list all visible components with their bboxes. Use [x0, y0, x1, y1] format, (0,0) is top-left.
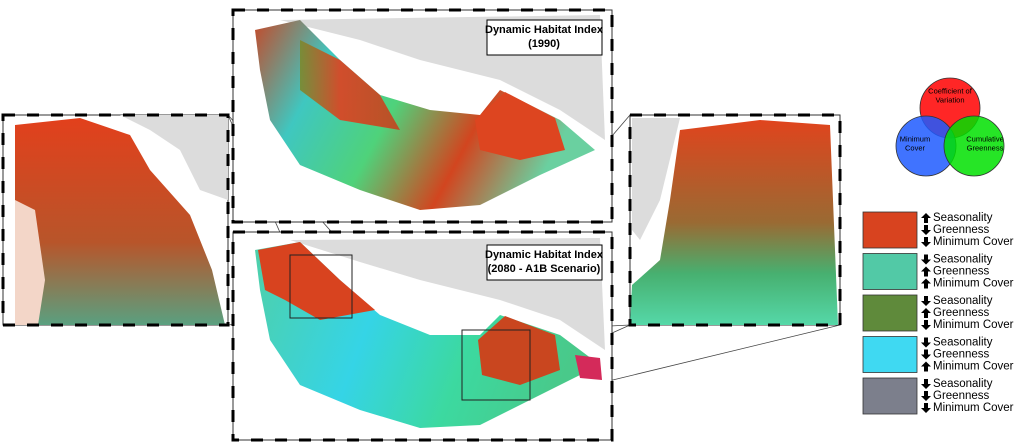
- legend-arrow: [921, 278, 931, 289]
- legend-label: Greenness: [933, 307, 990, 319]
- legend-arrow: [921, 254, 931, 265]
- legend-arrow: [921, 337, 931, 348]
- venn-circle: [943, 115, 1005, 177]
- legend-label: Greenness: [933, 266, 990, 278]
- left-inset-map: [1, 113, 230, 327]
- legend-swatch: [862, 211, 918, 249]
- venn-label: Minimum: [900, 135, 930, 144]
- legend-label: Minimum Cover: [933, 361, 1014, 373]
- venn-label: Cover: [905, 144, 926, 153]
- legend-arrow: [921, 266, 931, 277]
- legend-arrow: [921, 237, 931, 247]
- legend-swatch: [862, 294, 918, 332]
- map-title: (2080 - A1B Scenario): [488, 263, 601, 275]
- legend-label: Seasonality: [933, 295, 993, 307]
- legend-label: Seasonality: [933, 337, 993, 349]
- legend-arrow: [921, 379, 931, 389]
- legend-label: Seasonality: [933, 254, 993, 266]
- legend-arrow: [921, 320, 931, 330]
- legend-label: Minimum Cover: [933, 402, 1014, 414]
- legend-label: Greenness: [933, 224, 990, 236]
- venn-label: Variation: [935, 96, 964, 105]
- venn-label: Greenness: [967, 144, 1004, 153]
- legend-arrow: [921, 296, 931, 306]
- legend-label: Minimum Cover: [933, 278, 1014, 290]
- legend-label: Minimum Cover: [933, 319, 1014, 331]
- legend-label: Greenness: [933, 349, 990, 361]
- legend-swatch: [862, 336, 918, 373]
- map-title: Dynamic Habitat Index: [485, 249, 604, 261]
- legend-label: Seasonality: [933, 212, 993, 224]
- map-title: Dynamic Habitat Index: [485, 24, 604, 36]
- venn-label: Cumulative: [966, 135, 1004, 144]
- legend-arrow: [921, 225, 931, 235]
- legend-arrow: [921, 391, 931, 401]
- legend-arrow: [921, 213, 931, 223]
- legend-swatch: [862, 253, 918, 290]
- legend-arrow: [921, 361, 931, 372]
- map-title: (1990): [528, 38, 560, 50]
- legend-arrow: [921, 403, 931, 413]
- legend-label: Minimum Cover: [933, 236, 1014, 248]
- legend-arrow: [921, 308, 931, 318]
- legend-label: Greenness: [933, 390, 990, 402]
- legend-swatch: [862, 377, 918, 415]
- venn-label: Coefficient of: [928, 87, 973, 96]
- top-map: Dynamic Habitat Index (1990): [231, 8, 614, 224]
- legend-arrow: [921, 349, 931, 360]
- bottom-map: Dynamic Habitat Index (2080 - A1B Scenar…: [231, 230, 614, 442]
- legend-label: Seasonality: [933, 378, 993, 390]
- right-inset-map: [628, 113, 842, 327]
